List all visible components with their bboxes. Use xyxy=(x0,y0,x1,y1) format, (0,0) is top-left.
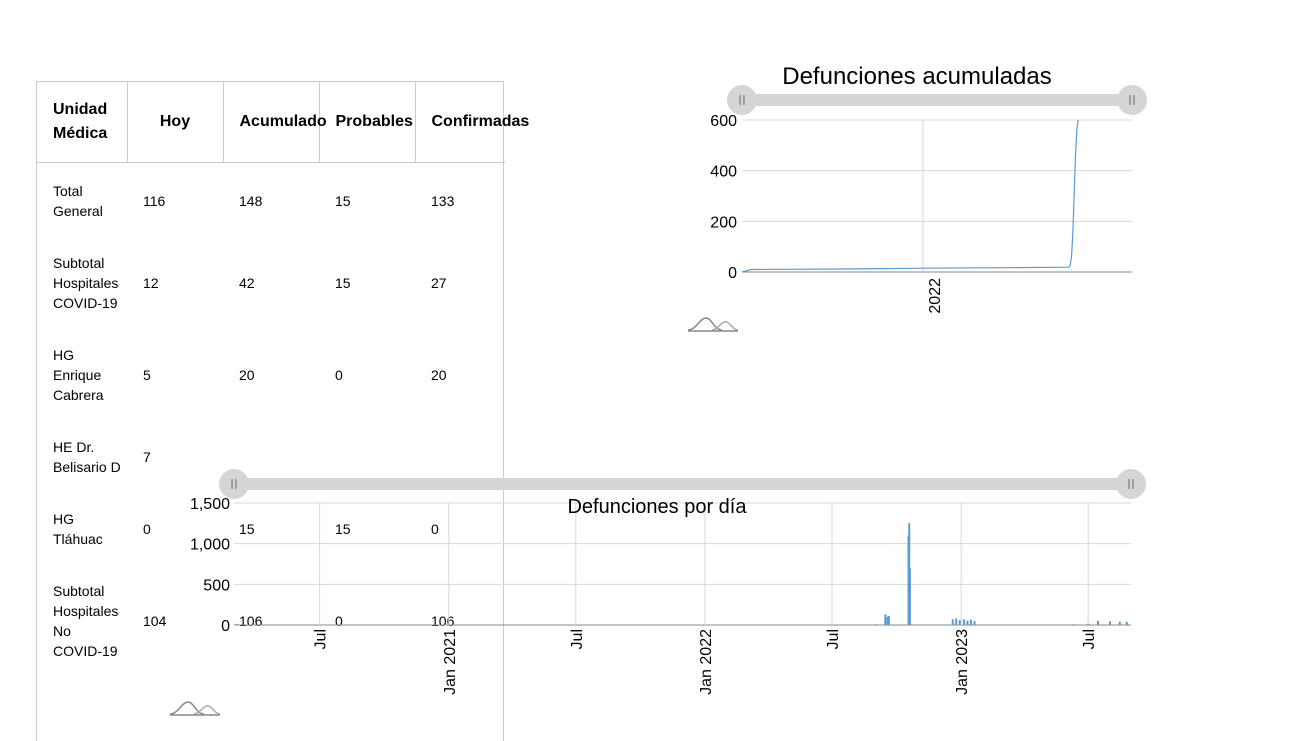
daily-deaths-bar xyxy=(908,523,911,625)
grip-icon[interactable] xyxy=(727,85,757,115)
grip-icon[interactable] xyxy=(1116,469,1146,499)
daily-deaths-bar xyxy=(1118,621,1121,625)
cell-probables: 0 xyxy=(335,366,343,383)
distribution-logo-icon xyxy=(687,317,739,332)
cell-hoy: 7 xyxy=(143,448,151,465)
cell-unidad: HG Tláhuac xyxy=(53,510,103,547)
cell-hoy: 104 xyxy=(143,612,167,629)
daily-deaths-bar xyxy=(886,616,889,625)
daily-deaths-bar xyxy=(962,619,965,625)
daily-deaths-bar xyxy=(887,616,890,625)
table-row: Total General 116 148 15 133 xyxy=(37,162,505,237)
cell-hoy: 5 xyxy=(143,366,151,383)
daily-deaths-bar xyxy=(958,620,961,625)
range-slider[interactable] xyxy=(219,469,1146,499)
cell-confirmadas: 133 xyxy=(431,192,455,209)
cell-probables: 0 xyxy=(335,612,343,629)
cell-acumulado: 15 xyxy=(239,520,255,537)
cell-unidad: Subtotal Hospitales COVID-19 xyxy=(53,254,119,311)
daily-deaths-bar xyxy=(1097,620,1100,625)
daily-deaths-bar xyxy=(907,535,910,625)
cell-confirmadas: 0 xyxy=(431,520,439,537)
table-row: HE Dr. Belisario D 7 xyxy=(37,421,505,493)
daily-deaths-bar xyxy=(955,618,958,625)
header-unidad-medica[interactable]: Unidad Médica xyxy=(37,82,128,163)
daily-deaths-bar xyxy=(966,620,969,625)
daily-deaths-bar xyxy=(973,620,976,625)
y-tick-label: 600 xyxy=(710,113,737,130)
daily-deaths-bar xyxy=(874,624,877,626)
table-body: Total General 116 148 15 133 Subtotal Hospita… xyxy=(37,162,505,677)
table-row: HG Enrique Cabrera 5 20 0 20 xyxy=(37,329,505,421)
daily-deaths-bar xyxy=(1072,624,1075,626)
grip-icon[interactable] xyxy=(1117,85,1147,115)
x-tick-label: Jan 2022 xyxy=(698,629,715,695)
cell-confirmadas: 20 xyxy=(431,366,447,383)
table-row: Subtotal Hospitales COVID-19 12 42 15 27 xyxy=(37,237,505,329)
daily-deaths-bar xyxy=(1108,621,1111,625)
y-tick-label: 200 xyxy=(710,214,737,231)
hospital-deaths-table: Unidad Médica Hoy Acumulado Probables Co… xyxy=(37,82,529,677)
daily-deaths-bar xyxy=(1125,621,1128,625)
cell-hoy: 0 xyxy=(143,520,151,537)
y-tick-label: 400 xyxy=(710,164,737,181)
range-slider-track[interactable] xyxy=(234,478,1131,490)
cell-unidad: HG Enrique Cabrera xyxy=(53,346,104,403)
x-tick-label: Jul xyxy=(1081,629,1098,649)
cell-probables: 15 xyxy=(335,192,351,209)
header-confirmadas[interactable]: Confirmadas xyxy=(414,82,529,163)
daily-deaths-bar xyxy=(884,614,887,625)
daily-deaths-bar xyxy=(1087,623,1090,625)
cell-confirmadas: 27 xyxy=(431,274,447,291)
cell-unidad: Subtotal Hospitales No COVID-19 xyxy=(53,582,119,659)
header-acumulado[interactable]: Acumulado xyxy=(222,82,327,163)
chart-grid xyxy=(742,119,1132,273)
cell-acumulado: 106 xyxy=(239,612,263,629)
range-slider[interactable] xyxy=(727,85,1147,115)
cumulative-deaths-line xyxy=(741,119,1079,273)
cell-probables: 15 xyxy=(335,274,351,291)
cell-acumulado: 20 xyxy=(239,366,255,383)
x-tick-label: Jul xyxy=(569,629,586,649)
x-tick-label: Jan 2023 xyxy=(954,629,971,695)
cell-probables: 15 xyxy=(335,520,351,537)
x-tick-label: Jul xyxy=(825,629,842,649)
y-axis: 0 200 400 600 xyxy=(710,113,737,282)
range-slider-track[interactable] xyxy=(742,94,1132,106)
cell-unidad: HE Dr. Belisario D xyxy=(53,438,121,475)
cell-hoy: 12 xyxy=(143,274,159,291)
daily-deaths-bar xyxy=(908,568,911,625)
chart-title: Defunciones acumuladas xyxy=(782,63,1052,90)
cell-confirmadas: 106 xyxy=(431,612,455,629)
grip-icon[interactable] xyxy=(219,469,249,499)
daily-deaths-bar xyxy=(951,619,954,625)
cell-acumulado: 42 xyxy=(239,274,255,291)
chart-title: Defunciones por día xyxy=(567,496,747,518)
hospital-deaths-table-container: Unidad Médica Hoy Acumulado Probables Co… xyxy=(36,81,529,741)
cell-unidad: Total General xyxy=(53,182,103,219)
x-axis: 2022 xyxy=(927,278,944,314)
header-hoy[interactable]: Hoy xyxy=(126,82,224,163)
y-tick-label: 0 xyxy=(728,265,737,282)
x-tick-label: 2022 xyxy=(927,278,944,314)
table-row: HG Tláhuac 0 15 15 0 xyxy=(37,493,505,565)
cell-acumulado: 148 xyxy=(239,192,263,209)
header-probables[interactable]: Probables xyxy=(318,82,416,163)
daily-deaths-bar xyxy=(969,619,972,625)
table-header-row: Unidad Médica Hoy Acumulado Probables Co… xyxy=(37,82,529,163)
table-row: Subtotal Hospitales No COVID-19 104 106 0 10… xyxy=(37,565,505,677)
cell-hoy: 116 xyxy=(143,192,166,209)
